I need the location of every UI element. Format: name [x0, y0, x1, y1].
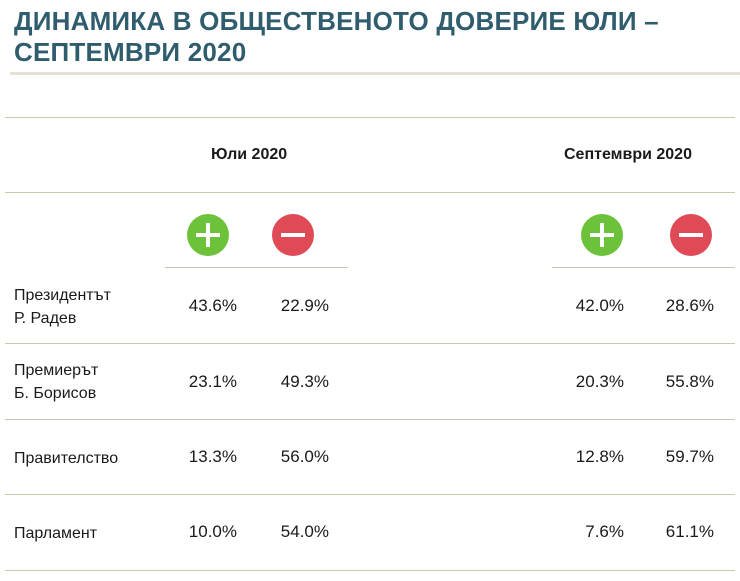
cell-september-negative: 28.6%	[665, 296, 714, 315]
icon-rule-september	[552, 267, 735, 268]
cell-september-negative: 61.1%	[665, 522, 714, 541]
page-title: ДИНАМИКА В ОБЩЕСТВЕНОТО ДОВЕРИЕ ЮЛИ – СЕ…	[14, 6, 659, 67]
row-rule-2	[5, 419, 735, 420]
row-label: Премиерът Б. Борисов	[14, 359, 98, 405]
row-label: Правителство	[14, 447, 118, 470]
cell-september-positive: 7.6%	[585, 522, 624, 541]
row-label: Парламент	[14, 522, 97, 545]
minus-icon	[271, 213, 315, 257]
cell-july-negative: 49.3%	[280, 372, 329, 391]
cell-july-positive: 13.3%	[188, 447, 237, 466]
title-divider	[10, 72, 740, 75]
plus-icon	[186, 213, 230, 257]
row-label-line: Правителство	[14, 450, 119, 467]
column-header-july: Юли 2020	[211, 146, 288, 163]
cell-september-negative: 55.8%	[665, 372, 714, 391]
row-rule-3	[5, 494, 735, 495]
plus-icon	[580, 213, 624, 257]
minus-icon	[669, 213, 713, 257]
row-label-line: Р. Радев	[14, 310, 77, 327]
column-header-september: Септември 2020	[564, 146, 692, 163]
table-top-rule	[5, 117, 735, 118]
row-label-line: Премиерът	[14, 362, 99, 379]
cell-july-positive: 10.0%	[188, 522, 237, 541]
cell-july-negative: 56.0%	[280, 447, 329, 466]
cell-september-positive: 20.3%	[575, 372, 624, 391]
row-label-line: Президентът	[14, 287, 111, 304]
cell-july-positive: 43.6%	[188, 296, 237, 315]
cell-september-negative: 59.7%	[665, 447, 714, 466]
row-rule-1	[5, 343, 735, 344]
cell-september-positive: 42.0%	[575, 296, 624, 315]
cell-july-negative: 54.0%	[280, 522, 329, 541]
cell-september-positive: 12.8%	[575, 447, 624, 466]
icon-rule-july	[165, 267, 348, 268]
row-label-line: Парламент	[14, 525, 98, 542]
cell-july-positive: 23.1%	[188, 372, 237, 391]
row-label: Президентът Р. Радев	[14, 284, 111, 330]
row-rule-4	[5, 570, 735, 571]
header-rule	[5, 192, 735, 193]
cell-july-negative: 22.9%	[280, 296, 329, 315]
row-label-line: Б. Борисов	[14, 385, 97, 402]
